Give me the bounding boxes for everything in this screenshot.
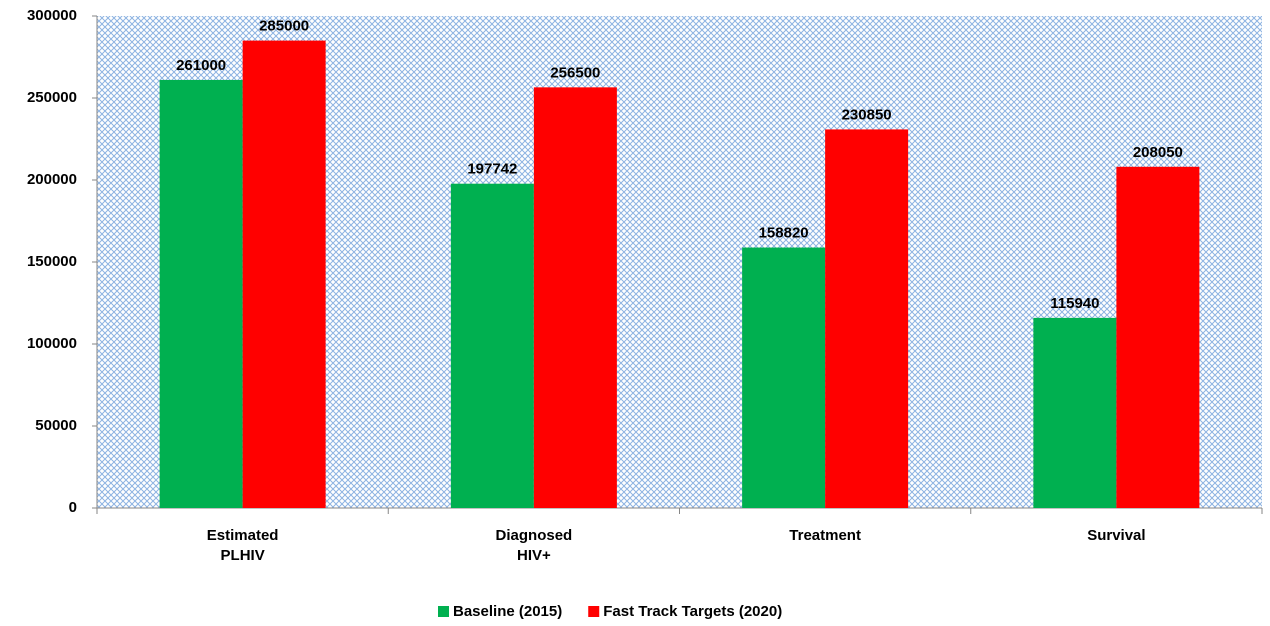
bar xyxy=(742,247,826,508)
bar xyxy=(450,183,534,508)
data-label: 285000 xyxy=(259,18,309,35)
x-tick-label: Diagnosed HIV+ xyxy=(495,527,573,564)
bar xyxy=(825,129,909,508)
bar xyxy=(533,87,617,508)
x-tick-label: Estimated PLHIV xyxy=(206,527,279,564)
legend-swatch xyxy=(438,606,449,617)
bar xyxy=(1033,317,1117,508)
y-tick-label: 0 xyxy=(69,499,77,516)
data-label: 256500 xyxy=(550,64,600,81)
bar xyxy=(1116,166,1200,508)
y-tick-label: 100000 xyxy=(27,335,77,352)
y-tick-label: 150000 xyxy=(27,253,77,270)
y-tick-label: 50000 xyxy=(35,417,77,434)
data-label: 208050 xyxy=(1133,144,1183,161)
y-tick-label: 200000 xyxy=(27,171,77,188)
x-tick-label: Survival xyxy=(1087,527,1146,544)
data-label: 261000 xyxy=(176,57,226,74)
data-label: 230850 xyxy=(842,106,892,123)
y-tick-label: 250000 xyxy=(27,89,77,106)
legend-swatch xyxy=(588,606,600,617)
data-label: 197742 xyxy=(467,161,517,178)
data-label: 115940 xyxy=(1050,295,1099,312)
bar xyxy=(242,40,326,508)
legend-label: Baseline (2015) xyxy=(453,603,562,620)
bar xyxy=(159,79,243,509)
data-label: 158820 xyxy=(759,225,809,242)
legend-label: Fast Track Targets (2020) xyxy=(603,603,782,620)
x-tick-label: Treatment xyxy=(789,527,861,544)
y-tick-label: 300000 xyxy=(27,7,77,24)
